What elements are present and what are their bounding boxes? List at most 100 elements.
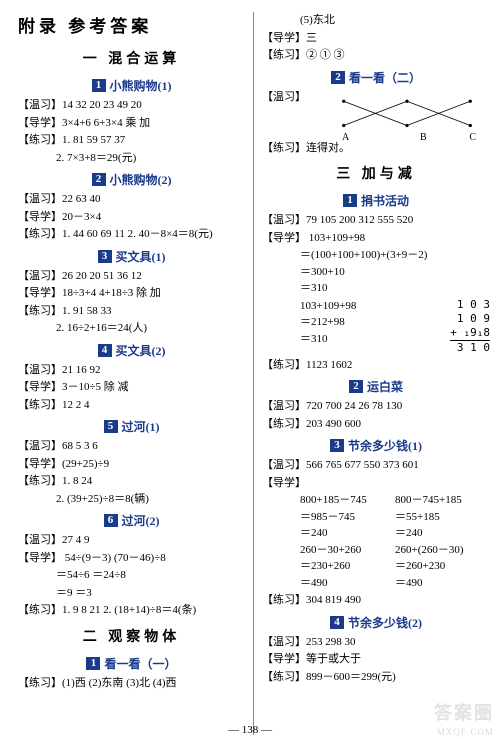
calc-with-vertical: 103+109+98 ＝212+98 ＝310 1 0 3 1 0 9 + ₁9… — [262, 298, 490, 356]
page-root: 附录 参考答案 一 混合运算 1 小熊购物(1) 【温习】14 32 20 23… — [0, 0, 500, 739]
section-9: 1 捐书活动 — [262, 192, 490, 209]
calc-row: ＝300+10 — [300, 264, 490, 281]
line: 【温习】22 63 40 — [18, 191, 245, 208]
page-number: — 138 — — [0, 724, 500, 736]
section-num: 2 — [331, 71, 345, 84]
section-title: 过河(2) — [122, 512, 160, 529]
chapter-2: 二 观察物体 — [18, 626, 245, 646]
line: 【练习】1. 91 58 33 — [18, 303, 245, 320]
section-title: 节余多少钱(1) — [348, 437, 422, 454]
line: 【温习】566 765 677 550 373 601 — [262, 457, 490, 474]
line: 【练习】1. 81 59 57 37 — [18, 132, 245, 149]
calc-row: ＝240 — [300, 525, 395, 542]
calc-row: 260－30+260 — [300, 542, 395, 559]
calc-row: ＝240 — [395, 525, 490, 542]
line: 【导学】 54÷(9－3) (70－46)÷8 — [18, 550, 245, 567]
section-num: 3 — [98, 250, 112, 263]
section-num: 1 — [86, 657, 100, 670]
line: 【温习】253 298 30 — [262, 634, 490, 651]
line: 2. 7×3+8＝29(元) — [18, 150, 245, 167]
cross-svg — [334, 91, 480, 139]
line: 【练习】203 490 600 — [262, 416, 490, 433]
line: 【导学】 — [262, 475, 490, 492]
line: 2. 16÷2+16＝24(人) — [18, 320, 245, 337]
cross-diagram: A B C — [334, 91, 480, 139]
line: 【练习】1. 44 60 69 11 2. 40－8×4＝8(元) — [18, 226, 245, 243]
section-title: 小熊购物(2) — [110, 171, 172, 188]
section-3: 3 买文具(1) — [18, 248, 245, 265]
vert-row: 1 0 9 — [450, 312, 490, 326]
section-6: 6 过河(2) — [18, 512, 245, 529]
left-column: 附录 参考答案 一 混合运算 1 小熊购物(1) 【温习】14 32 20 23… — [18, 12, 254, 735]
line: 【练习】连得对。 — [262, 140, 490, 157]
section-2: 2 小熊购物(2) — [18, 171, 245, 188]
section-12: 4 节余多少钱(2) — [262, 614, 490, 631]
label-A: A — [342, 132, 349, 143]
line: 【练习】12 2 4 — [18, 397, 245, 414]
line: 【导学】 103+109+98 — [262, 230, 490, 247]
section-num: 1 — [343, 194, 357, 207]
right-column: (5)东北 【导学】三 【练习】② ① ③ 2 看一看（二） 【温习】 — [254, 12, 490, 735]
label-B: B — [420, 132, 427, 143]
calc-row: ＝(100+100+100)+(3+9－2) — [300, 247, 490, 264]
section-num: 6 — [104, 514, 118, 527]
line: 【练习】1. 8 24 — [18, 473, 245, 490]
line: 【温习】720 700 24 26 78 130 — [262, 398, 490, 415]
section-5: 5 过河(1) — [18, 418, 245, 435]
section-title: 买文具(2) — [116, 342, 166, 359]
section-title: 看一看（二） — [349, 69, 421, 86]
line: 【练习】1. 9 8 21 2. (18+14)÷8＝4(条) — [18, 602, 245, 619]
calc-row: ＝310 — [300, 331, 442, 348]
calc-row: ＝985－745 — [300, 509, 395, 526]
line: 【练习】(1)西 (2)东南 (3)北 (4)西 — [18, 675, 245, 692]
line: 【导学】等于或大于 — [262, 651, 490, 668]
calc-row: 260+(260－30) — [395, 542, 490, 559]
chapter-3: 三 加与减 — [262, 163, 490, 183]
line: 2. (39+25)÷8＝8(辆) — [18, 491, 245, 508]
vert-row: 1 0 3 — [450, 298, 490, 312]
section-title: 过河(1) — [122, 418, 160, 435]
section-7: 1 看一看（一） — [18, 655, 245, 672]
calc-row: ＝230+260 — [300, 558, 395, 575]
line: 【温习】 — [262, 89, 304, 106]
label-C: C — [469, 132, 476, 143]
calc-block: 103+109+98 ＝212+98 ＝310 — [262, 298, 442, 348]
line: ＝9 ＝3 — [18, 585, 245, 602]
line: 【练习】899－600＝299(元) — [262, 669, 490, 686]
calc-row: 103+109+98 — [300, 298, 442, 315]
line: 【温习】27 4 9 — [18, 532, 245, 549]
line: 【练习】1123 1602 — [262, 357, 490, 374]
section-num: 1 — [92, 79, 106, 92]
vert-row: + ₁9₁8 — [450, 326, 490, 341]
calc-col-right: 800－745+185 ＝55+185 ＝240 260+(260－30) ＝2… — [395, 492, 490, 591]
section-title: 节余多少钱(2) — [348, 614, 422, 631]
line: 【温习】21 16 92 — [18, 362, 245, 379]
section-1: 1 小熊购物(1) — [18, 77, 245, 94]
line: 【导学】(29+25)÷9 — [18, 456, 245, 473]
section-8: 2 看一看（二） — [262, 69, 490, 86]
line: 【温习】79 105 200 312 555 520 — [262, 212, 490, 229]
line: 【温习】14 32 20 23 49 20 — [18, 97, 245, 114]
vertical-addition: 1 0 3 1 0 9 + ₁9₁8 3 1 0 — [450, 298, 490, 356]
section-num: 2 — [92, 173, 106, 186]
line: 【导学】20－3×4 — [18, 209, 245, 226]
calc-row: 800+185－745 — [300, 492, 395, 509]
line: (5)东北 — [262, 12, 490, 29]
line: 【导学】3×4+6 6+3×4 乘 加 — [18, 115, 245, 132]
section-title: 捐书活动 — [361, 192, 409, 209]
line: 【温习】68 5 3 6 — [18, 438, 245, 455]
calc-row: ＝260+230 — [395, 558, 490, 575]
section-num: 4 — [330, 616, 344, 629]
appendix-title: 附录 参考答案 — [18, 12, 245, 37]
line: 【练习】304 819 490 — [262, 592, 490, 609]
section-num: 5 — [104, 420, 118, 433]
section-title: 运白菜 — [367, 378, 403, 395]
calc-block: ＝(100+100+100)+(3+9－2) ＝300+10 ＝310 — [262, 247, 490, 297]
cross-row: 【温习】 A B C — [262, 89, 490, 139]
line: 【导学】3－10÷5 除 减 — [18, 379, 245, 396]
section-num: 2 — [349, 380, 363, 393]
line: 【导学】18÷3+4 4+18÷3 除 加 — [18, 285, 245, 302]
calc-row: ＝55+185 — [395, 509, 490, 526]
calc-col-left: 800+185－745 ＝985－745 ＝240 260－30+260 ＝23… — [300, 492, 395, 591]
calc-row: ＝490 — [300, 575, 395, 592]
